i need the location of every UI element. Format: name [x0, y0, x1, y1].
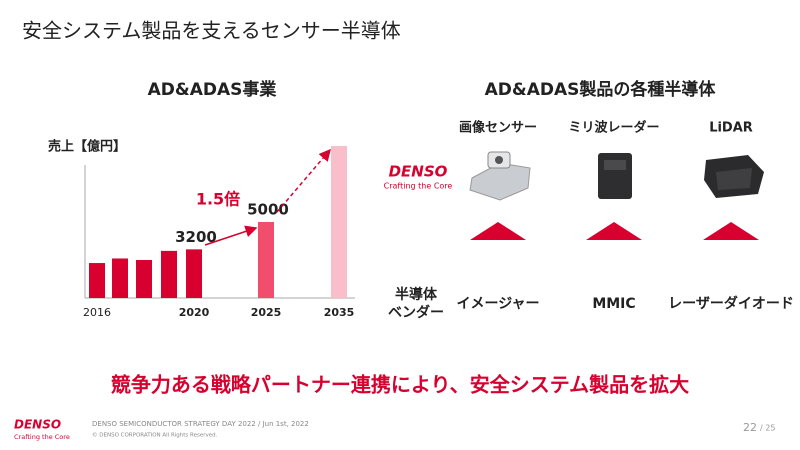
slide-title: 安全システム製品を支えるセンサー半導体: [22, 19, 401, 43]
key-message: 競争力ある戦略パートナー連携により、安全システム製品を拡大: [111, 373, 689, 397]
annotation: 1.5倍: [196, 190, 240, 209]
footer-tagline: Crafting the Core: [14, 433, 70, 441]
x-tick-label: 2025: [251, 306, 282, 319]
bar: [161, 250, 177, 298]
logo: DENSO: [389, 163, 448, 181]
product-image: [704, 155, 764, 198]
device-name: イメージャー: [456, 296, 539, 312]
growth-arrow: [204, 225, 258, 246]
row-label: ベンダー: [388, 304, 444, 321]
bar: [136, 260, 152, 298]
footer-event: DENSO SEMICONDUCTOR STRATEGY DAY 2022 / …: [92, 420, 309, 428]
page-total: / 25: [760, 424, 775, 433]
bar: [331, 146, 347, 298]
chart-title: AD&ADAS事業: [148, 79, 277, 100]
page-number: 22: [743, 421, 757, 434]
row-label: 半導体: [395, 286, 438, 303]
section-title: AD&ADAS製品の各種半導体: [485, 79, 717, 100]
product-name: ミリ波レーダー: [568, 120, 659, 136]
product-image: [469, 151, 531, 201]
device-name: MMIC: [592, 296, 635, 312]
device-name: レーザーダイオード: [668, 295, 794, 312]
logo-tagline: Crafting the Core: [384, 182, 453, 191]
footer-copyright: © DENSO CORPORATION All Rights Reserved.: [92, 432, 218, 439]
bar: [112, 258, 128, 298]
data-label: 3200: [175, 228, 217, 246]
data-label: 5000: [247, 201, 289, 219]
bar: [89, 263, 105, 298]
product-image: [598, 153, 632, 199]
triangle: [470, 222, 759, 240]
product-name: 画像センサー: [459, 120, 537, 136]
product-name: LiDAR: [709, 121, 753, 136]
x-tick-label: 2016: [83, 306, 111, 319]
bar: [186, 249, 202, 298]
x-tick-label: 2020: [179, 306, 210, 319]
x-tick-label: 2035: [324, 306, 355, 319]
footer-logo: DENSO: [14, 418, 61, 432]
bar: [258, 222, 274, 298]
y-axis-label: 売上【億円】: [48, 139, 126, 155]
